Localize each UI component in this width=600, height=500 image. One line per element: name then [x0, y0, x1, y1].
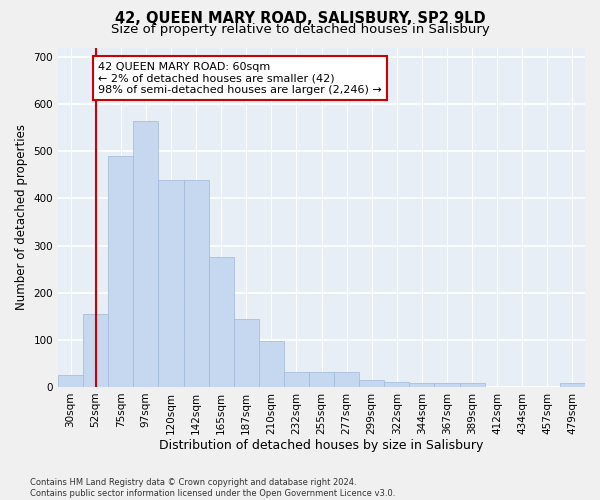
Bar [359, 380, 384, 387]
Bar [460, 383, 485, 387]
Bar [133, 120, 158, 387]
Bar [209, 258, 233, 387]
Bar [334, 372, 359, 387]
Text: 42 QUEEN MARY ROAD: 60sqm
← 2% of detached houses are smaller (42)
98% of semi-d: 42 QUEEN MARY ROAD: 60sqm ← 2% of detach… [98, 62, 382, 95]
Y-axis label: Number of detached properties: Number of detached properties [15, 124, 28, 310]
Bar [184, 180, 209, 387]
Bar [284, 372, 309, 387]
Bar [158, 180, 184, 387]
Bar [434, 383, 460, 387]
Bar [83, 314, 108, 387]
Bar [58, 375, 83, 387]
Text: 42, QUEEN MARY ROAD, SALISBURY, SP2 9LD: 42, QUEEN MARY ROAD, SALISBURY, SP2 9LD [115, 11, 485, 26]
X-axis label: Distribution of detached houses by size in Salisbury: Distribution of detached houses by size … [160, 440, 484, 452]
Bar [384, 382, 409, 387]
Text: Contains HM Land Registry data © Crown copyright and database right 2024.
Contai: Contains HM Land Registry data © Crown c… [30, 478, 395, 498]
Bar [259, 341, 284, 387]
Bar [108, 156, 133, 387]
Bar [560, 383, 585, 387]
Bar [233, 318, 259, 387]
Bar [409, 383, 434, 387]
Text: Size of property relative to detached houses in Salisbury: Size of property relative to detached ho… [110, 22, 490, 36]
Bar [309, 372, 334, 387]
